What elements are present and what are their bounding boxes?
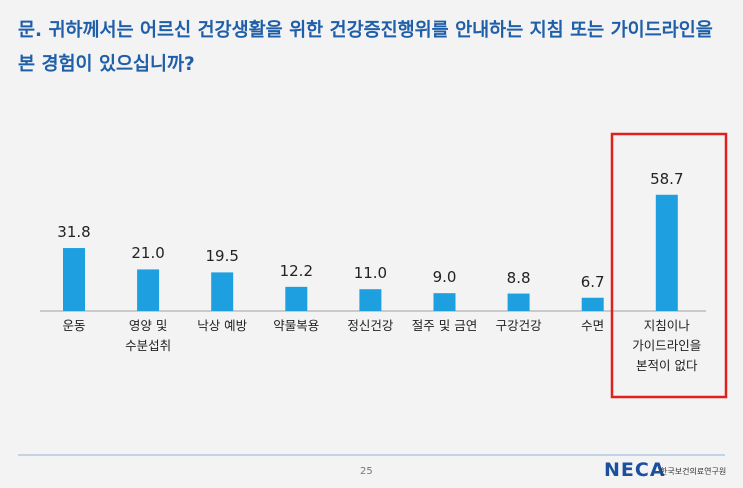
bar — [581, 297, 604, 311]
org-name: 한국보건의료연구원 — [660, 467, 727, 476]
value-label: 58.7 — [650, 169, 684, 188]
x-tick-label: 절주 및 금연 — [411, 318, 478, 333]
x-tick-label: 지침이나 가이드라인을 본적이 없다 — [632, 318, 702, 373]
value-label: 19.5 — [205, 247, 239, 266]
value-label: 11.0 — [353, 264, 388, 283]
value-label: 6.7 — [580, 272, 605, 291]
highlight-box — [610, 132, 728, 399]
bar — [137, 269, 160, 311]
x-tick-label: 운동 — [62, 318, 86, 333]
x-tick-label: 약물복용 — [273, 318, 320, 333]
value-label: 8.8 — [506, 268, 531, 287]
value-label: 21.0 — [131, 244, 165, 263]
bar — [211, 272, 234, 311]
bar — [63, 248, 85, 311]
bar — [359, 289, 382, 311]
bar — [433, 293, 456, 311]
bar — [507, 293, 530, 311]
value-label: 31.8 — [57, 223, 91, 242]
x-tick-label: 수면 — [581, 318, 605, 333]
page-number: 25 — [360, 466, 373, 477]
x-tick-label: 정신건강 — [347, 318, 394, 333]
chart-title: 문. 귀하께서는 어르신 건강생활을 위한 건강증진행위를 안내하는 지침 또는… — [18, 20, 713, 75]
bar — [655, 194, 678, 311]
x-tick-label: 낙상 예방 — [197, 318, 248, 333]
logo: NECA — [604, 459, 666, 481]
x-tick-label: 영양 및 수분섭취 — [125, 318, 172, 353]
bar — [285, 286, 308, 311]
value-label: 9.0 — [432, 268, 457, 287]
x-tick-label: 구강건강 — [495, 318, 542, 333]
value-label: 12.2 — [279, 261, 313, 280]
